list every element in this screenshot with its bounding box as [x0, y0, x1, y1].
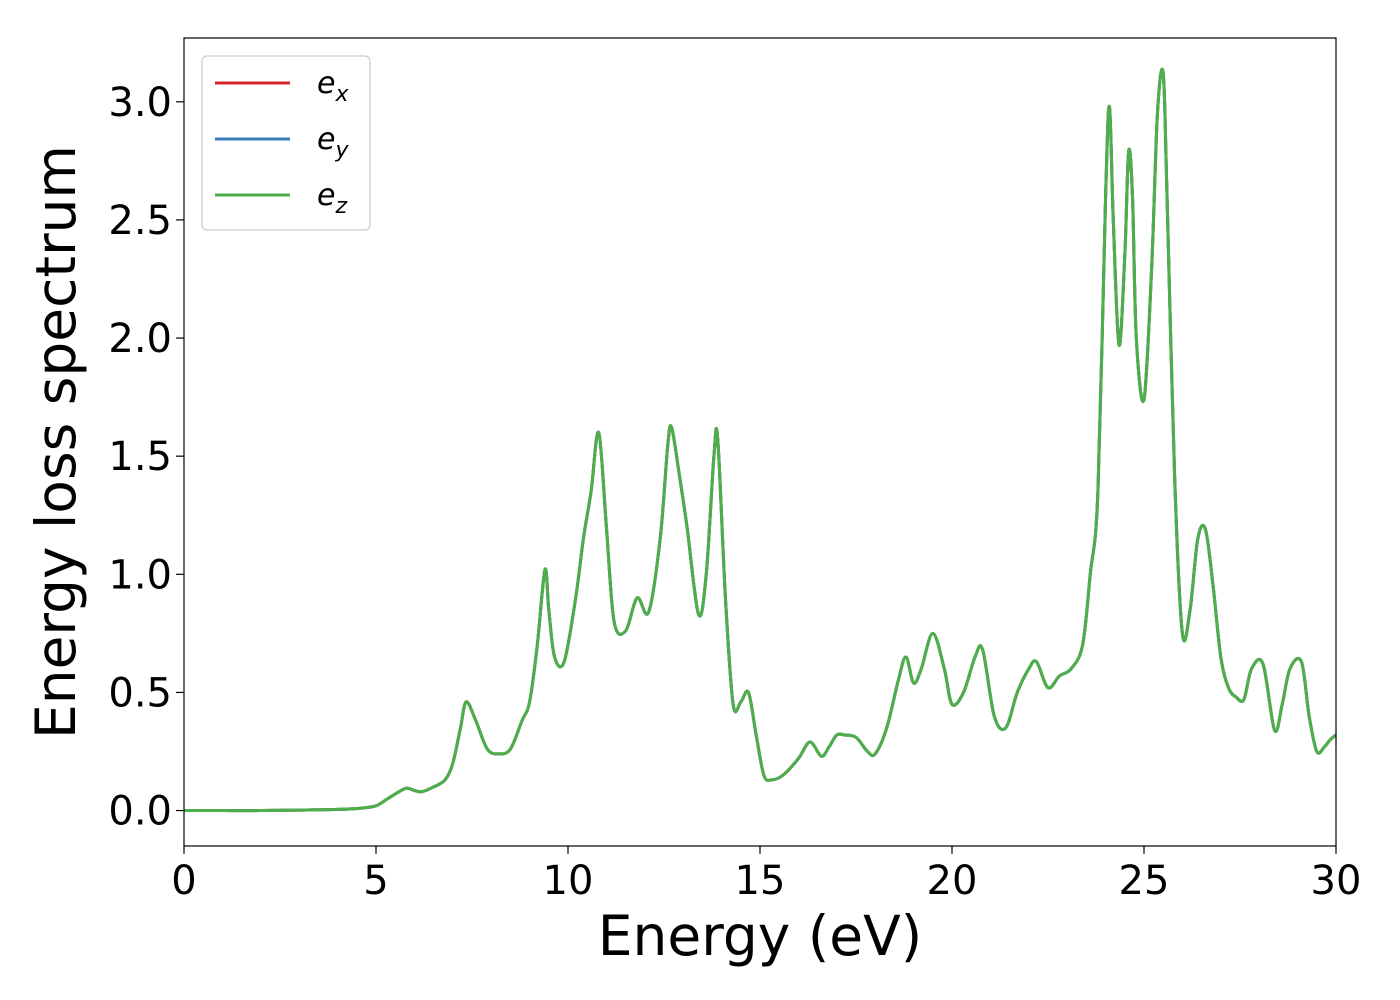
y-tick-label: 2.5: [108, 198, 172, 244]
y-tick-label: 2.0: [108, 316, 172, 362]
legend-label-z: ez: [317, 178, 347, 219]
x-tick-label: 0: [171, 858, 196, 904]
legend-label-y: ey: [317, 122, 349, 163]
x-axis-ticks: 0 5 10 15 20 25 30: [171, 846, 1361, 904]
y-tick-label: 0.0: [108, 789, 172, 835]
y-axis-title: Energy loss spectrum: [24, 145, 88, 739]
y-tick-label: 0.5: [108, 670, 172, 716]
legend-label-x: ex: [317, 66, 349, 107]
y-tick-label: 3.0: [108, 80, 172, 126]
series-layer: [184, 67, 1337, 813]
x-tick-label: 25: [1119, 858, 1170, 904]
x-tick-label: 20: [927, 858, 978, 904]
series-line-z: [184, 67, 1337, 813]
x-tick-label: 15: [735, 858, 786, 904]
y-tick-label: 1.5: [108, 434, 172, 480]
x-axis-title: Energy (eV): [598, 904, 922, 968]
y-tick-label: 1.0: [108, 552, 172, 598]
x-tick-label: 10: [543, 858, 594, 904]
legend: ex ey ez: [201, 55, 371, 231]
legend-box: [201, 55, 371, 231]
x-tick-label: 30: [1311, 858, 1362, 904]
x-tick-label: 5: [363, 858, 388, 904]
y-axis-ticks: 0.0 0.5 1.0 1.5 2.0 2.5 3.0: [108, 80, 184, 835]
